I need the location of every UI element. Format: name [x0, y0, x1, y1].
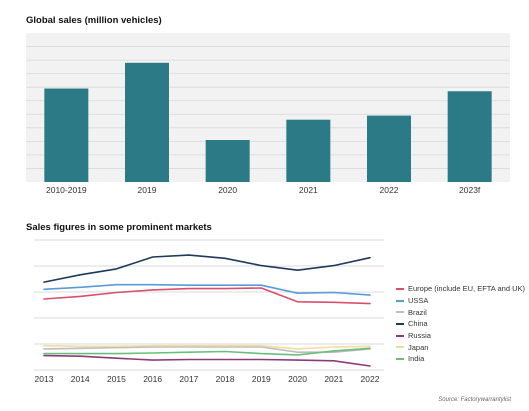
legend-swatch — [396, 311, 404, 314]
bar — [286, 119, 331, 182]
line-x-tick-label: 2017 — [179, 374, 198, 384]
bar — [205, 140, 250, 182]
line-x-tick-label: 2014 — [71, 374, 90, 384]
legend-item: Japan — [396, 341, 525, 353]
bar-chart-title: Global sales (million vehicles) — [26, 15, 162, 26]
series-line — [43, 287, 371, 305]
legend-item: Brazil — [396, 306, 525, 318]
legend-swatch — [396, 357, 404, 360]
series-line — [43, 354, 371, 367]
bar-x-tick-label: 2020 — [218, 185, 237, 195]
line-x-tick-label: 2013 — [35, 374, 54, 384]
bar-plot-background — [26, 33, 510, 182]
series-line — [43, 347, 371, 356]
legend-label: Brazil — [408, 307, 427, 317]
bar — [367, 115, 411, 182]
line-x-tick-label: 2021 — [324, 374, 343, 384]
legend-item: USSA — [396, 295, 525, 307]
legend-item: Europe (include EU, EFTA and UK) — [396, 283, 525, 295]
line-x-tick-label: 2020 — [288, 374, 307, 384]
line-chart-legend: Europe (include EU, EFTA and UK) USSA Braz… — [396, 283, 525, 365]
legend-item: China — [396, 318, 525, 330]
line-x-tick-label: 2016 — [143, 374, 162, 384]
legend-swatch — [396, 287, 404, 290]
line-x-tick-label: 2018 — [216, 374, 235, 384]
legend-swatch — [396, 322, 404, 325]
line-x-tick-label: 2019 — [252, 374, 271, 384]
bar — [44, 88, 89, 182]
legend-label: China — [408, 319, 428, 329]
legend-label: Europe (include EU, EFTA and UK) — [408, 284, 525, 294]
legend-swatch — [396, 299, 404, 302]
bar-x-tick-label: 2023f — [459, 185, 481, 195]
bar-x-tick-label: 2022 — [380, 185, 399, 195]
bar-x-tick-label: 2010-2019 — [46, 185, 87, 195]
bar — [447, 91, 492, 182]
legend-label: Russia — [408, 331, 431, 341]
series-line — [43, 283, 371, 296]
series-line — [43, 344, 371, 350]
legend-label: Japan — [408, 342, 429, 352]
bar — [125, 62, 169, 182]
line-x-tick-label: 2015 — [107, 374, 126, 384]
bar-x-tick-label: 2019 — [138, 185, 157, 195]
legend-label: USSA — [408, 296, 429, 306]
legend-swatch — [396, 346, 404, 349]
line-x-tick-label: 2022 — [361, 374, 380, 384]
source-note: Source: Factorywarrantylist — [438, 397, 511, 403]
legend-swatch — [396, 334, 404, 337]
bar-x-tick-label: 2021 — [299, 185, 318, 195]
legend-item: India — [396, 353, 525, 365]
legend-label: India — [408, 354, 425, 364]
line-chart-title: Sales figures in some prominent markets — [26, 222, 212, 233]
legend-item: Russia — [396, 330, 525, 342]
series-line — [43, 254, 371, 283]
